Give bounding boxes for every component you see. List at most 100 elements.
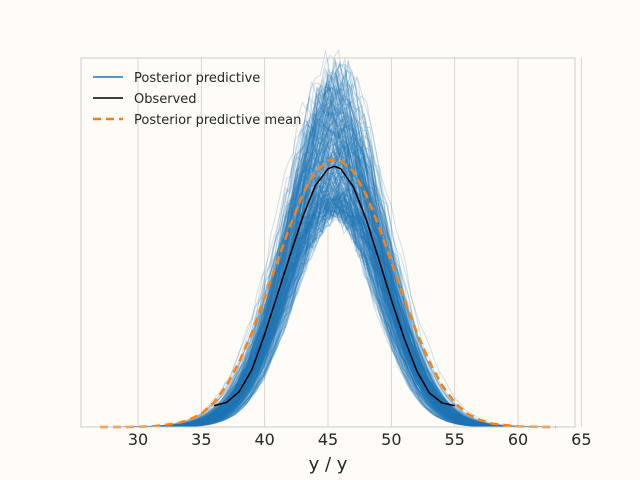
posterior-predictive-draw (121, 120, 527, 428)
posterior-predictive-draw (96, 198, 555, 428)
posterior-predictive-draw (136, 167, 540, 428)
posterior-predictive-draw (125, 148, 517, 428)
posterior-predictive-draw (127, 207, 524, 428)
posterior-predictive-draw (99, 141, 550, 428)
posterior-predictive-draw (114, 135, 560, 428)
posterior-predictive-draw (132, 129, 521, 428)
posterior-predictive-draw (97, 94, 555, 428)
posterior-predictive-draw (137, 93, 536, 428)
legend-label: Posterior predictive mean (134, 113, 301, 128)
posterior-predictive-draw (117, 106, 544, 428)
posterior-predictive-draw (113, 124, 556, 428)
posterior-predictive-draw (140, 178, 527, 428)
posterior-predictive-draw (97, 201, 537, 428)
posterior-predictive-draw (130, 128, 537, 428)
posterior-predictive-draw (96, 126, 535, 428)
posterior-predictive-draw (134, 101, 523, 428)
posterior-predictive-draw (126, 126, 555, 428)
posterior-predictive-draw (131, 107, 556, 428)
posterior-predictive-draw (98, 187, 533, 428)
posterior-predictive-draw (144, 195, 526, 428)
x-tick-label: 50 (381, 430, 401, 449)
posterior-predictive-draw (120, 78, 516, 428)
posterior-predictive-draw (124, 210, 547, 428)
posterior-predictive-draw (129, 187, 563, 428)
posterior-predictive-draw (113, 88, 533, 428)
posterior-predictive-draw (142, 103, 550, 428)
posterior-predictive-draw (110, 194, 541, 428)
posterior-predictive-draw (102, 111, 543, 428)
posterior-predictive-draw (114, 204, 546, 428)
observed-line (213, 165, 455, 407)
x-tick-label: 60 (508, 430, 528, 449)
posterior-predictive-draw (140, 202, 512, 428)
posterior-predictive-draw (127, 179, 548, 428)
posterior-predictive-draw (137, 75, 550, 428)
posterior-predictive-draw (95, 68, 539, 428)
posterior-predictive-draw (116, 187, 552, 428)
posterior-predictive-draw (130, 48, 530, 428)
posterior-predictive-draw (137, 154, 531, 428)
posterior-predictive-draw (104, 175, 560, 428)
posterior-predictive-draw (142, 74, 541, 428)
axes-frame (80, 57, 576, 428)
posterior-predictive-draw (118, 164, 561, 428)
posterior-predictive-draw (119, 87, 551, 428)
posterior-predictive-draw (118, 111, 524, 428)
posterior-predictive-draw (126, 137, 540, 428)
posterior-predictive-draw (115, 199, 539, 428)
posterior-predictive-draw (115, 152, 560, 428)
x-tick-label: 45 (318, 430, 338, 449)
posterior-predictive-draw (120, 191, 561, 428)
posterior-predictive-draw (132, 144, 539, 428)
posterior-predictive-draw (134, 177, 544, 428)
posterior-predictive-draw (116, 147, 535, 428)
posterior-predictive-draw (139, 174, 557, 428)
x-axis-ticks: 30 35 40 45 50 55 60 65 (128, 430, 592, 449)
posterior-predictive-draw (119, 204, 547, 428)
posterior-predictive-draw (115, 142, 526, 428)
posterior-predictive-draw (115, 171, 532, 428)
posterior-predictive-draw (131, 201, 541, 428)
posterior-predictive-draw (109, 193, 548, 428)
posterior-predictive-draw (119, 181, 547, 428)
posterior-predictive-draw (138, 196, 540, 428)
posterior-predictive-draw (121, 68, 556, 428)
posterior-predictive-draw (122, 195, 520, 428)
posterior-predictive-draw (129, 110, 541, 428)
posterior-predictive-draw (102, 95, 553, 428)
posterior-predictive-draw (143, 171, 554, 428)
posterior-predictive-draw (124, 177, 538, 428)
posterior-predictive-draw (130, 202, 556, 428)
posterior-predictive-draw (119, 142, 551, 428)
posterior-predictive-draw (97, 87, 533, 428)
posterior-predictive-draw (122, 196, 538, 428)
posterior-predictive-draw (130, 197, 531, 428)
posterior-predictive-draw (111, 170, 534, 428)
posterior-predictive-draw (128, 109, 549, 428)
legend: Posterior predictive Observed Posterior pr… (93, 71, 301, 128)
posterior-predictive-draw (139, 159, 546, 428)
posterior-predictive-draw (125, 169, 519, 428)
posterior-predictive-draw (135, 119, 523, 428)
posterior-predictive-draw (129, 125, 545, 428)
posterior-predictive-draw (143, 133, 518, 428)
posterior-predictive-draw (139, 104, 530, 428)
posterior-predictive-draw (141, 149, 550, 428)
posterior-predictive-draw (112, 177, 553, 428)
posterior-predictive-draw (94, 118, 545, 428)
posterior-predictive-draw (100, 188, 537, 428)
posterior-predictive-draw (106, 196, 533, 428)
posterior-predictive-draw (131, 201, 526, 428)
posterior-predictive-draw (120, 161, 562, 428)
posterior-predictive-draw (108, 192, 545, 428)
posterior-predictive-draw (124, 128, 558, 428)
posterior-predictive-draw (110, 126, 513, 428)
posterior-predictive-draw (111, 83, 556, 428)
posterior-predictive-draw (121, 199, 560, 428)
posterior-predictive-draw (123, 105, 550, 428)
posterior-predictive-draw (132, 178, 534, 428)
posterior-predictive-draw (112, 155, 547, 428)
posterior-predictive-draw (131, 197, 546, 428)
posterior-predictive-draw (141, 193, 546, 428)
